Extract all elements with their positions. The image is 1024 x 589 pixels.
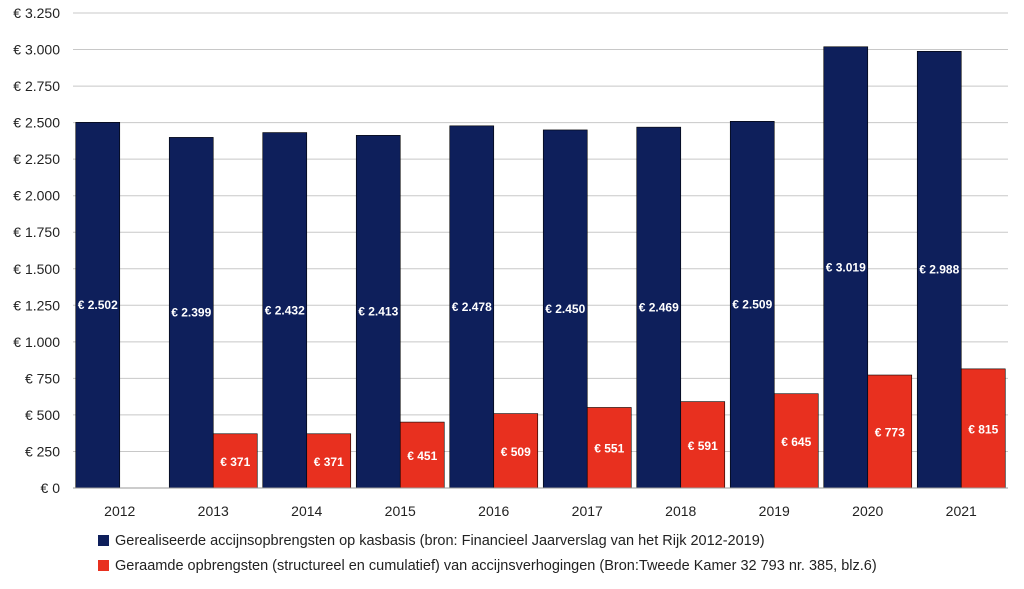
bar-value-label-realised: € 2.432 — [265, 303, 305, 317]
bar-value-label-estimated: € 451 — [407, 449, 437, 463]
y-tick-label: € 2.750 — [13, 78, 60, 94]
bar-value-label-estimated: € 773 — [875, 426, 905, 440]
bar-value-label-estimated: € 371 — [314, 455, 344, 469]
bar-value-label-realised: € 2.988 — [919, 263, 959, 277]
legend-item-realised: Gerealiseerde accijnsopbrengsten op kasb… — [98, 528, 877, 553]
y-tick-label: € 1.000 — [13, 334, 60, 350]
bar-realised — [729, 121, 775, 489]
y-tick-label: € 2.250 — [13, 151, 60, 167]
bar-realised — [542, 129, 588, 489]
bar-realised — [636, 126, 682, 489]
y-tick-label: € 250 — [25, 443, 60, 459]
x-tick-label: 2013 — [198, 503, 229, 519]
legend-swatch-realised — [98, 535, 109, 546]
bar-estimated — [586, 407, 632, 489]
bar-value-label-realised: € 2.399 — [171, 306, 211, 320]
bar-value-label-realised: € 3.019 — [826, 260, 866, 274]
x-tick-label: 2016 — [478, 503, 509, 519]
bar-value-label-realised: € 2.502 — [78, 298, 118, 312]
bar-value-label-realised: € 2.413 — [358, 305, 398, 319]
bar-value-label-estimated: € 645 — [781, 435, 811, 449]
bar-value-label-realised: € 2.509 — [732, 298, 772, 312]
y-tick-label: € 500 — [25, 407, 60, 423]
bar-value-label-realised: € 2.469 — [639, 301, 679, 315]
bar-value-label-estimated: € 591 — [688, 439, 718, 453]
y-tick-label: € 1.750 — [13, 224, 60, 240]
bar-value-label-estimated: € 371 — [220, 455, 250, 469]
x-tick-label: 2012 — [104, 503, 135, 519]
bar-realised — [823, 46, 869, 489]
bar-estimated — [867, 374, 913, 489]
x-tick-label: 2017 — [572, 503, 603, 519]
bar-estimated — [493, 413, 539, 489]
y-tick-label: € 1.500 — [13, 261, 60, 277]
x-tick-label: 2021 — [946, 503, 977, 519]
bar-value-label-estimated: € 815 — [968, 422, 998, 436]
legend-label-estimated: Geraamde opbrengsten (structureel en cum… — [115, 557, 877, 574]
x-tick-label: 2015 — [385, 503, 416, 519]
x-tick-label: 2020 — [852, 503, 883, 519]
y-tick-label: € 3.250 — [13, 5, 60, 21]
legend-label-realised: Gerealiseerde accijnsopbrengsten op kasb… — [115, 532, 765, 549]
bar-realised — [75, 122, 121, 489]
legend-item-estimated: Geraamde opbrengsten (structureel en cum… — [98, 553, 877, 578]
y-tick-label: € 750 — [25, 370, 60, 386]
bar-realised — [168, 137, 214, 489]
legend: Gerealiseerde accijnsopbrengsten op kasb… — [98, 528, 877, 578]
x-tick-label: 2019 — [759, 503, 790, 519]
y-tick-label: € 0 — [41, 480, 61, 496]
bar-value-label-estimated: € 509 — [501, 445, 531, 459]
bar-estimated — [680, 401, 726, 489]
legend-swatch-estimated — [98, 560, 109, 571]
bar-estimated — [773, 393, 819, 489]
bar-estimated — [399, 421, 445, 489]
x-tick-label: 2014 — [291, 503, 322, 519]
bar-value-label-estimated: € 551 — [594, 442, 624, 456]
bar-value-label-realised: € 2.450 — [545, 302, 585, 316]
y-tick-label: € 1.250 — [13, 297, 60, 313]
bar-estimated — [212, 433, 258, 489]
y-tick-label: € 2.500 — [13, 115, 60, 131]
bar-estimated — [960, 368, 1006, 489]
y-tick-label: € 2.000 — [13, 188, 60, 204]
bar-value-label-realised: € 2.478 — [452, 300, 492, 314]
bar-realised — [449, 125, 495, 489]
y-tick-label: € 3.000 — [13, 42, 60, 58]
bar-realised — [916, 50, 962, 489]
bar-estimated — [306, 433, 352, 489]
x-tick-label: 2018 — [665, 503, 696, 519]
